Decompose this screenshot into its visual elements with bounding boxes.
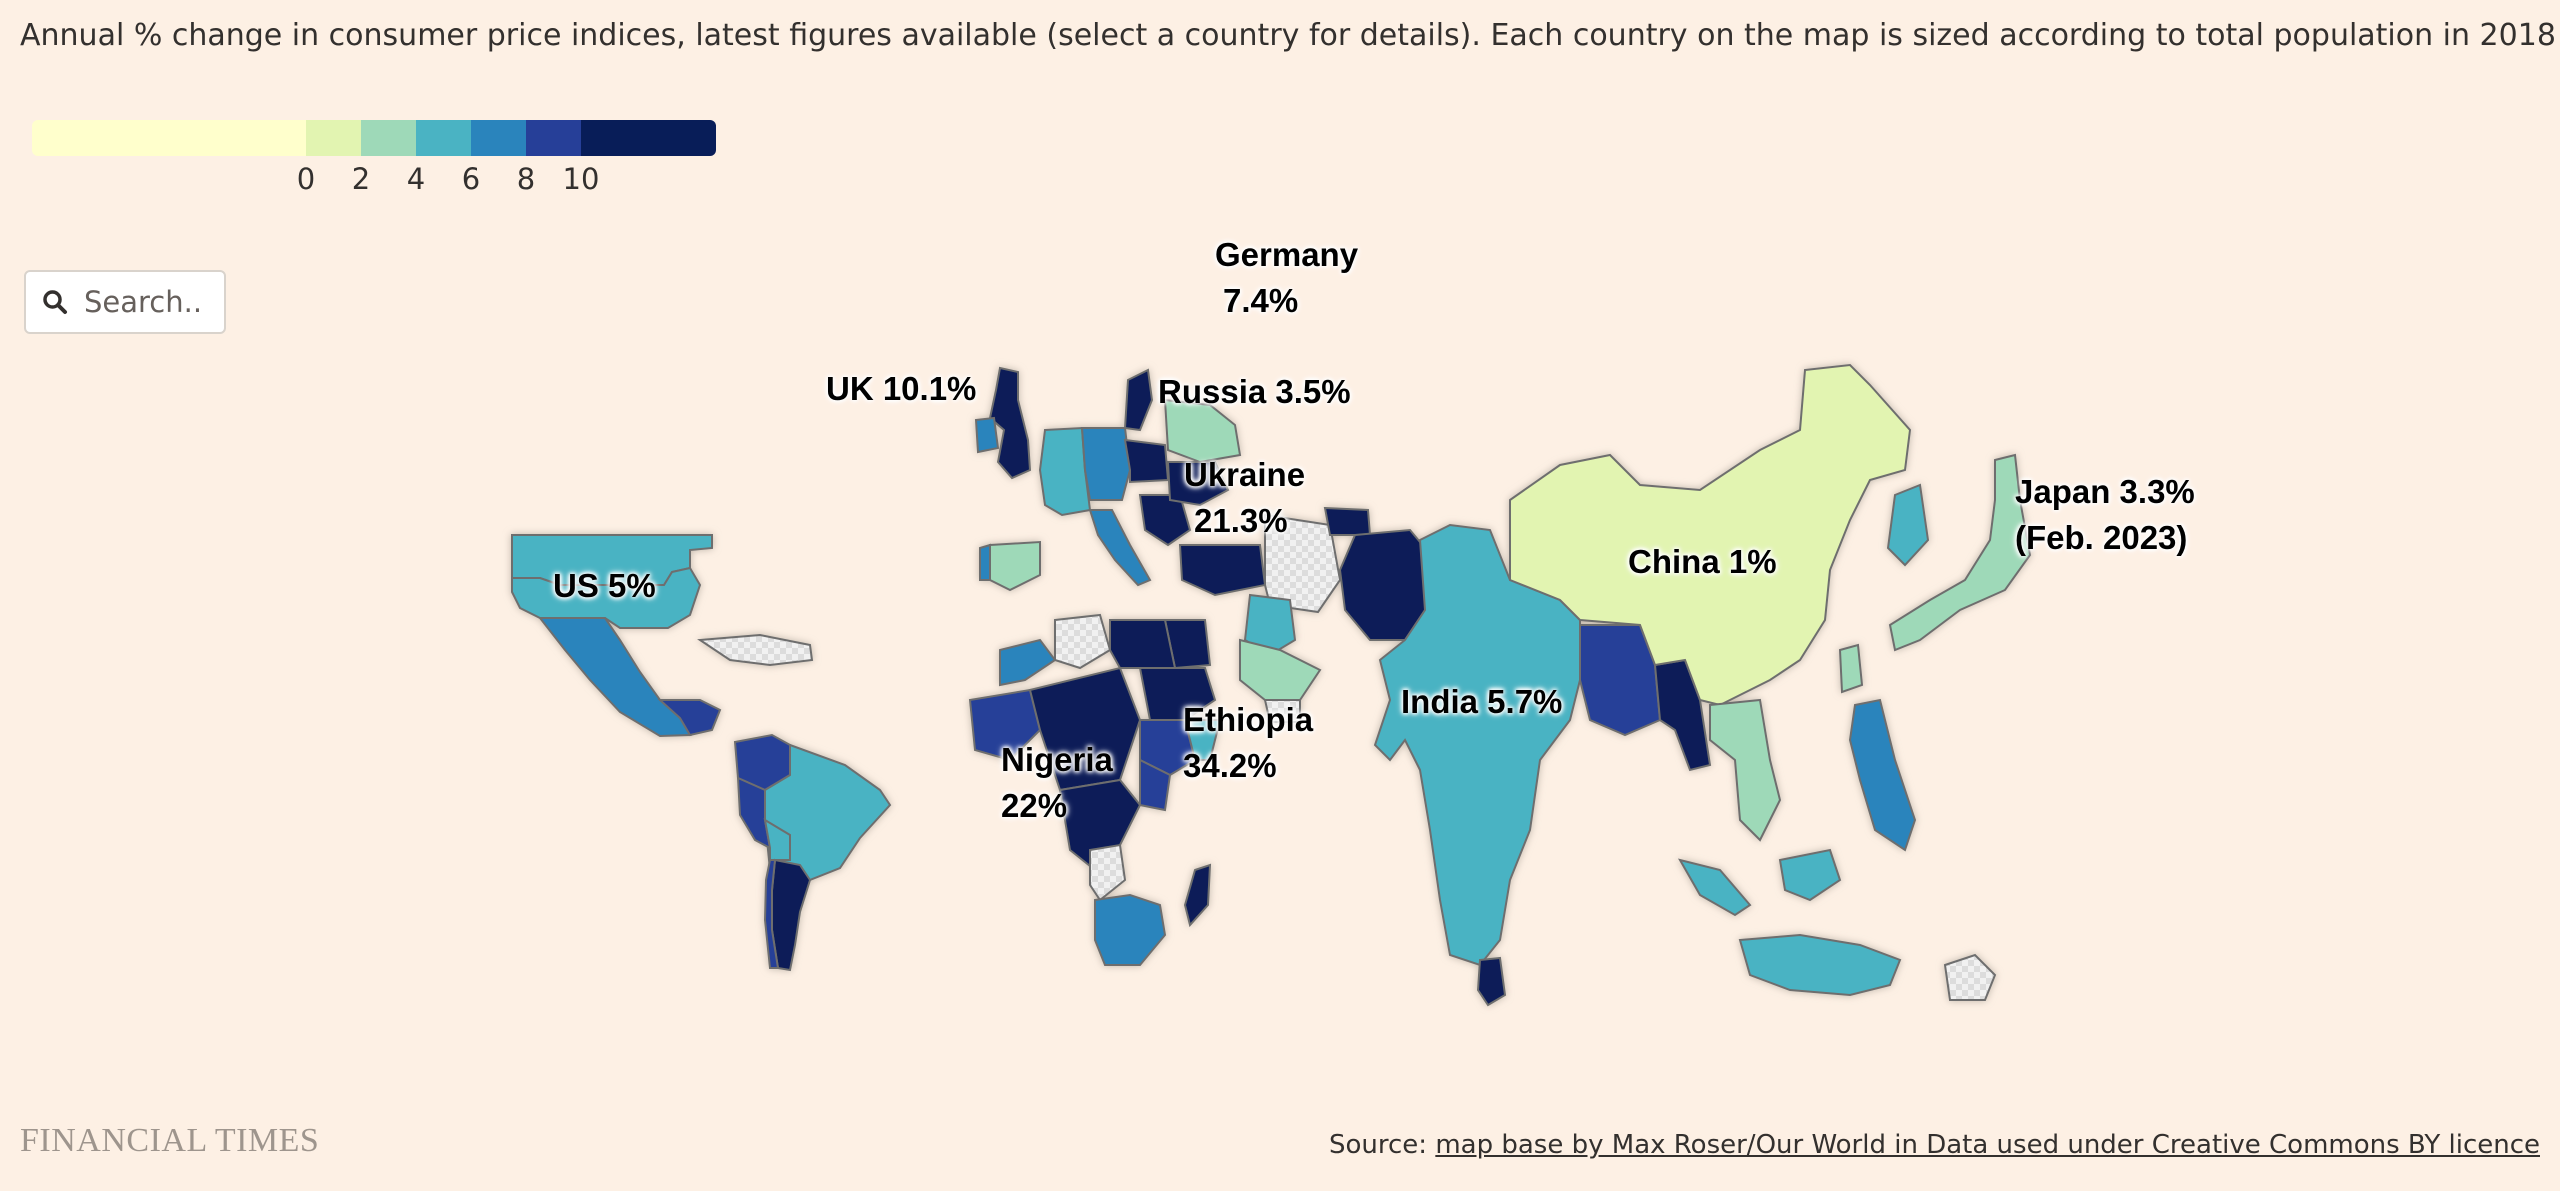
country-indonesia[interactable] <box>1738 933 1902 997</box>
search-input[interactable] <box>82 284 216 320</box>
map-label-us: US 5% <box>553 567 656 604</box>
legend-tick: 8 <box>516 162 536 196</box>
country-yemen[interactable] <box>1263 699 1301 723</box>
country-turkey[interactable] <box>1178 544 1267 597</box>
country-chile[interactable] <box>763 859 780 969</box>
map-label-uk: UK 10.1% <box>826 370 977 407</box>
country-ukraine[interactable] <box>1166 461 1230 507</box>
country-japan[interactable] <box>1888 453 2032 652</box>
country-scandinavia[interactable] <box>1123 368 1154 432</box>
legend-tick: 4 <box>406 162 426 196</box>
country-russia[interactable] <box>1163 398 1242 464</box>
country-poland[interactable] <box>1123 438 1170 484</box>
map-label-russia: Russia 3.5% <box>1158 373 1351 410</box>
country-mexico[interactable] <box>537 617 692 738</box>
map-label-nigeria: Nigeria 22% <box>1001 741 1113 824</box>
country-saudi-arabia[interactable] <box>1239 638 1322 701</box>
country-somalia[interactable] <box>1183 719 1222 761</box>
country-papua-new-guinea[interactable] <box>1943 953 1997 1001</box>
country-korea[interactable] <box>1886 483 1930 567</box>
legend-seg-8-10 <box>526 120 581 156</box>
source-note: Source: map base by Max Roser/Our World … <box>1329 1130 2540 1160</box>
country-kenya[interactable] <box>1139 758 1172 812</box>
map-label-japan: Japan 3.3% (Feb. 2023) <box>2015 473 2195 556</box>
country-spain[interactable] <box>989 540 1041 592</box>
map-label-ethiopia: Ethiopia 34.2% <box>1183 701 1314 784</box>
country-sudan[interactable] <box>1138 667 1217 721</box>
legend-tick: 0 <box>296 162 316 196</box>
country-libya[interactable] <box>1109 619 1177 669</box>
search-icon <box>43 290 67 314</box>
legend-seg-0-2 <box>306 120 361 156</box>
country-china[interactable] <box>1509 363 1912 707</box>
legend-tick: 2 <box>351 162 371 196</box>
country-central-america[interactable] <box>657 699 722 737</box>
country-borneo[interactable] <box>1778 848 1842 902</box>
country-madagascar[interactable] <box>1183 863 1212 928</box>
ft-logo: FINANCIAL TIMES <box>20 1122 320 1159</box>
legend-color-bar <box>32 120 716 156</box>
country-malaysia[interactable] <box>1677 858 1752 917</box>
country-algeria[interactable] <box>1054 613 1112 670</box>
country-philippines[interactable] <box>1848 698 1917 852</box>
map-subtitle: Annual % change in consumer price indice… <box>20 18 2556 53</box>
country-us[interactable] <box>511 566 702 629</box>
country-uk[interactable] <box>988 366 1032 480</box>
legend-seg-4-6 <box>416 120 471 156</box>
country-search[interactable] <box>24 270 226 334</box>
country-caribbean[interactable] <box>697 633 814 667</box>
legend-seg-6-8 <box>471 120 526 156</box>
source-link[interactable]: map base by Max Roser/Our World in Data … <box>1435 1130 2540 1160</box>
country-caucasus[interactable] <box>1323 506 1372 536</box>
country-italy[interactable] <box>1088 509 1152 587</box>
map-label-ukraine: Ukraine 21.3% <box>1184 456 1306 539</box>
country-west-africa[interactable] <box>968 688 1042 762</box>
country-germany[interactable] <box>1080 427 1132 501</box>
map-label-germany: Germany 7.4% <box>1215 236 1359 319</box>
legend-seg-over-10 <box>581 120 716 156</box>
country-taiwan[interactable] <box>1838 643 1864 694</box>
legend-seg-under-0 <box>32 120 306 156</box>
country-sri-lanka[interactable] <box>1476 956 1507 1007</box>
country-morocco[interactable] <box>999 638 1057 687</box>
country-southern-africa[interactable] <box>1094 893 1167 966</box>
legend-seg-2-4 <box>361 120 416 156</box>
country-iran[interactable] <box>1243 593 1297 657</box>
country-argentina[interactable] <box>771 858 812 972</box>
country-vietnam[interactable] <box>1709 698 1782 842</box>
country-portugal[interactable] <box>979 543 991 581</box>
country-angola[interactable] <box>1089 843 1127 902</box>
map-label-india: India 5.7% <box>1401 683 1563 720</box>
map-label-china: China 1% <box>1628 543 1777 580</box>
country-ireland[interactable] <box>974 416 1000 454</box>
legend-tick: 6 <box>461 162 481 196</box>
source-prefix: Source: <box>1329 1130 1436 1160</box>
legend-tick: 10 <box>562 162 600 196</box>
